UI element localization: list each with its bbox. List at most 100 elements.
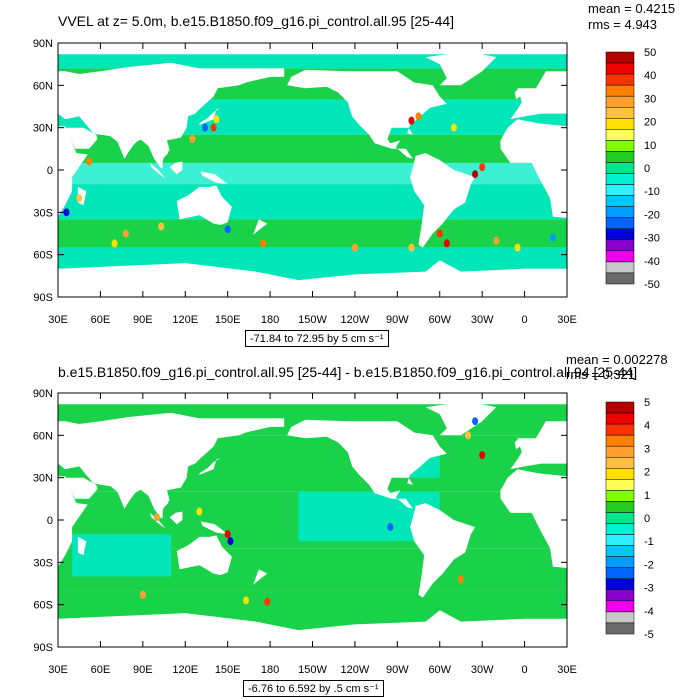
colorbar-swatch [605, 261, 635, 274]
colorbar-swatch [605, 162, 635, 174]
land-africa2 [500, 119, 567, 218]
land-antarctica [58, 610, 567, 647]
x-tick-label: 60E [91, 314, 111, 326]
colorbar-swatch [605, 272, 635, 285]
ocean-band [58, 184, 567, 220]
vvel-diff-extreme-spots [139, 417, 486, 606]
colorbar-swatch [605, 106, 635, 119]
land-newguinea [200, 521, 228, 535]
extreme-spot [196, 507, 203, 516]
land-india [111, 133, 143, 159]
x-tick-label: 60W [428, 664, 451, 676]
y-tick-label: 0 [47, 165, 53, 177]
colorbar-label: 0 [644, 163, 650, 175]
colorbar-swatch [605, 217, 635, 230]
extreme-spot [408, 116, 415, 125]
vvel-diff-panel: 90N 60N 30N 0 30S 60S 90S 30E 60E 90E 120E 150E 180… [0, 350, 700, 700]
x-tick-label: 120W [341, 664, 370, 676]
x-tick-label: 150W [298, 664, 327, 676]
vvel-diff-range-label: -6.76 to 6.592 by .5 cm s⁻¹ [243, 680, 384, 697]
land-seasia [154, 141, 169, 169]
colorbar-swatch [605, 140, 635, 152]
y-tick-label: 90N [33, 388, 53, 400]
extreme-spot [514, 243, 521, 252]
extreme-spot [63, 208, 70, 217]
colorbar-swatch [605, 95, 635, 108]
colorbar-swatch [605, 501, 635, 513]
land-samerica [410, 503, 476, 598]
vvel-diff-y-axis: 90N 60N 30N 0 30S 60S 90S [33, 388, 567, 654]
extreme-spot [479, 451, 486, 460]
vvel-plot-svg: 90N 60N 30N 0 30S 60S 90S 30E 60E 90E 120E 150E 180… [33, 38, 660, 326]
x-tick-label: 30W [471, 664, 494, 676]
colorbar-label: 5 [644, 397, 650, 409]
extreme-spot [202, 123, 209, 132]
extreme-spot [264, 597, 271, 606]
vvel-y-axis: 90N 60N 30N 0 30S 60S 90S [33, 38, 567, 304]
colorbar-swatch [605, 73, 635, 86]
vvel-diff-title: b.e15.B1850.f09_g16.pi_control.all.95 [2… [58, 364, 638, 380]
extreme-spot [408, 243, 415, 252]
vvel-diff-land-mask [58, 393, 567, 647]
colorbar-swatch [605, 600, 635, 613]
colorbar-swatch [605, 468, 635, 480]
extreme-spot [224, 225, 231, 234]
colorbar-swatch [605, 228, 635, 241]
extreme-spot [153, 513, 160, 522]
vvel-rms: rms = 4.943 [588, 17, 658, 32]
land-greenland [425, 401, 497, 436]
land-borneo [169, 161, 183, 175]
extreme-spot [86, 157, 93, 166]
land-australia [176, 185, 232, 225]
extreme-spot [457, 575, 464, 584]
land-eurasia [58, 412, 285, 519]
vvel-x-axis: 30E 60E 90E 120E 150E 180 150W 120W 90W 60W 30W 0 30… [48, 43, 577, 326]
vvel-diff-plot-svg: 90N 60N 30N 0 30S 60S 90S 30E 60E 90E 120E 150E 180… [33, 388, 654, 676]
extreme-spot [210, 123, 217, 132]
extreme-spot [189, 134, 196, 143]
land-arabia [65, 127, 98, 149]
land-nz [253, 569, 268, 585]
y-tick-label: 60N [33, 430, 53, 442]
extreme-spot [111, 239, 118, 248]
land-africa [58, 476, 88, 567]
x-tick-label: 90W [386, 314, 409, 326]
colorbar-label: -30 [644, 233, 660, 245]
extreme-spot [443, 239, 450, 248]
ocean-band [58, 162, 567, 185]
land-samerica [410, 153, 476, 248]
x-tick-label: 120E [172, 664, 198, 676]
colorbar-swatch [605, 206, 635, 218]
land-europe [510, 421, 567, 470]
vvel-diff-mean: mean = 0.002278 [566, 352, 668, 367]
colorbar-swatch [605, 445, 635, 458]
y-tick-label: 60N [33, 80, 53, 92]
colorbar-label: -50 [644, 279, 660, 291]
colorbar-label: 40 [644, 70, 656, 82]
x-tick-label: 180 [261, 314, 279, 326]
land-madagascar [77, 536, 87, 556]
colorbar-swatch [605, 512, 635, 524]
colorbar-label: 2 [644, 467, 650, 479]
colorbar-label: -40 [644, 256, 660, 268]
land-india [111, 483, 143, 509]
land-japan [199, 107, 221, 125]
extreme-spot [227, 537, 234, 546]
extreme-spot [415, 112, 422, 121]
colorbar-swatch [605, 611, 635, 624]
x-tick-label: 0 [522, 314, 528, 326]
extreme-spot [465, 431, 472, 440]
y-tick-label: 0 [47, 515, 53, 527]
colorbar-swatch [605, 523, 635, 535]
land-uk [514, 88, 522, 100]
vvel-mean: mean = 0.4215 [588, 1, 676, 16]
colorbar-swatch [605, 479, 635, 491]
colorbar-swatch [605, 184, 635, 196]
vvel-diff-x-axis: 30E 60E 90E 120E 150E 180 150W 120W 90W 60W 30W 0 30… [48, 393, 577, 676]
extreme-spot [260, 239, 267, 248]
colorbar-swatch [605, 118, 635, 130]
land-newguinea [200, 171, 228, 185]
colorbar-swatch [605, 51, 635, 64]
extreme-spot [549, 233, 556, 242]
vvel-colorbar: 50 40 30 20 10 0 -10 -20 -30 -40 -50 [605, 47, 660, 291]
